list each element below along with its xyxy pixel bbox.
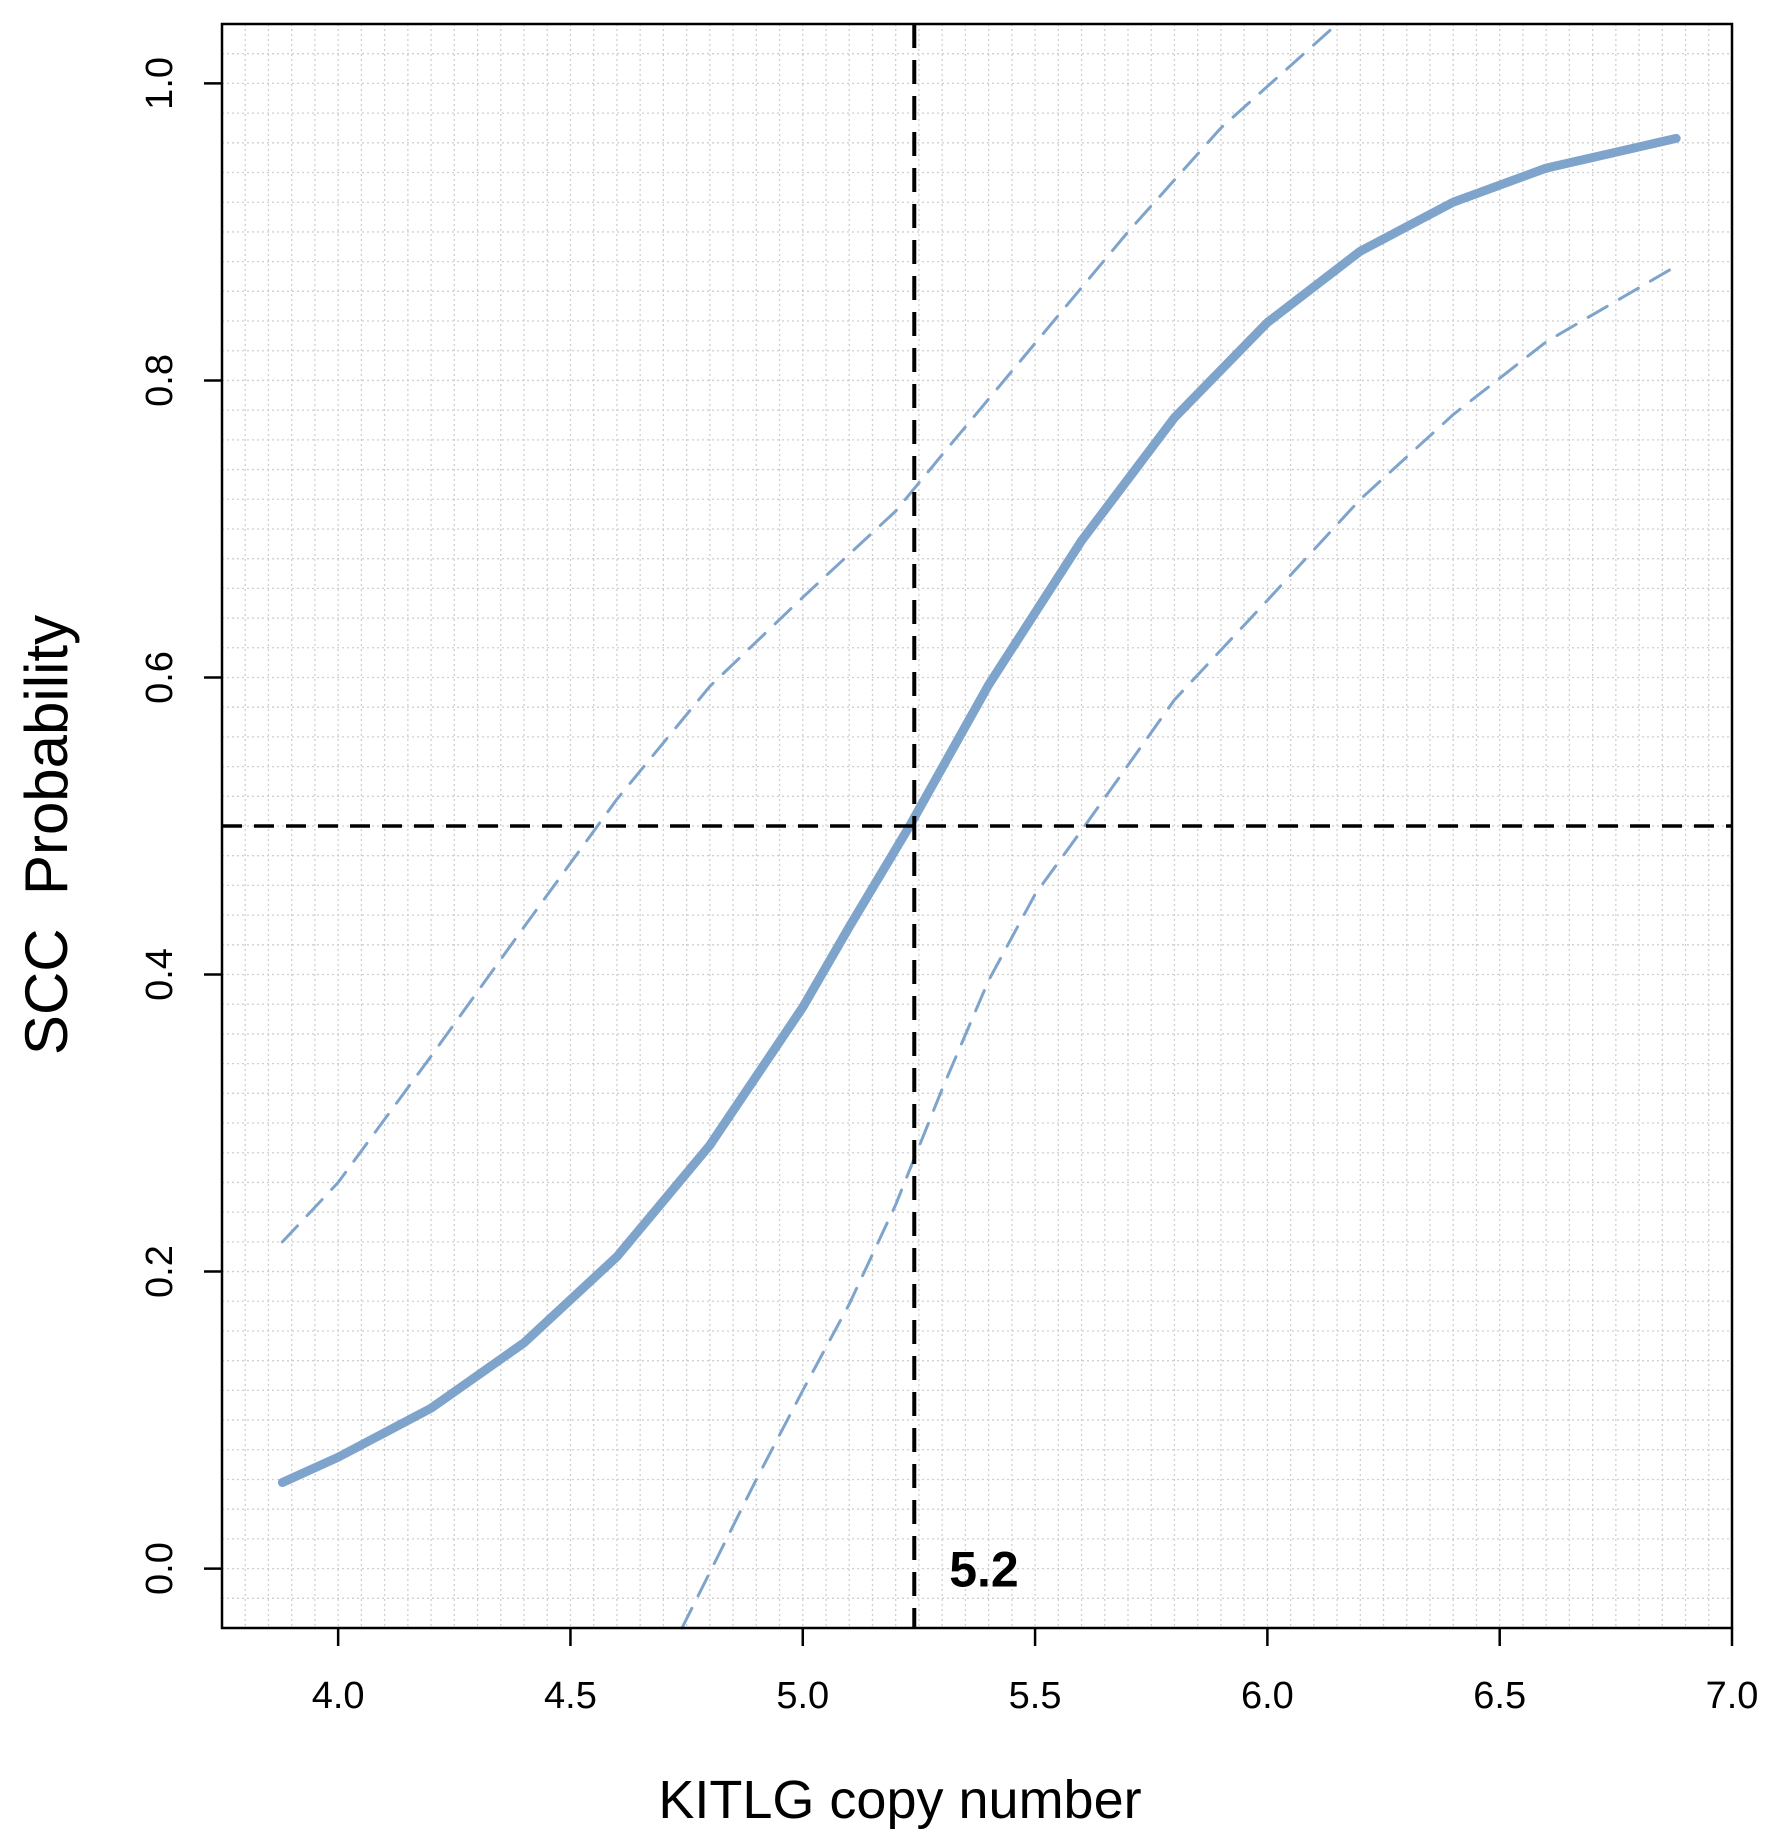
lower-confidence-band-line	[680, 264, 1678, 1630]
x-tick-label: 4.0	[312, 1675, 365, 1717]
x-axis: 4.0 4.5 5.0 5.5 6.0 6.5 7.0	[312, 1628, 1759, 1717]
annotations: 5.2	[949, 1542, 1019, 1598]
y-axis-label: SCC Probability	[13, 615, 80, 1055]
threshold-label: 5.2	[949, 1542, 1019, 1598]
reference-lines	[222, 24, 1732, 1628]
y-tick-label: 0.6	[139, 651, 181, 704]
y-tick-label: 0.8	[139, 354, 181, 407]
y-tick-label: 1.0	[139, 57, 181, 110]
x-tick-label: 5.5	[1009, 1675, 1062, 1717]
y-tick-label: 0.0	[139, 1542, 181, 1595]
fitted-curve-layer	[277, 133, 1681, 1487]
x-tick-label: 7.0	[1706, 1675, 1759, 1717]
y-tick-label: 0.4	[139, 948, 181, 1001]
x-tick-label: 4.5	[544, 1675, 597, 1717]
plot-frame	[220, 22, 1734, 1630]
y-axis: 0.0 0.2 0.4 0.6 0.8 1.0	[139, 57, 222, 1595]
x-tick-label: 6.0	[1241, 1675, 1294, 1717]
x-tick-label: 6.5	[1473, 1675, 1526, 1717]
x-axis-label: KITLG copy number	[658, 1770, 1141, 1830]
y-tick-label: 0.2	[139, 1245, 181, 1298]
upper-confidence-band-line	[280, 22, 1339, 1244]
x-tick-label: 5.0	[776, 1675, 829, 1717]
fitted-probability-line	[277, 133, 1681, 1487]
confidence-bands	[280, 22, 1678, 1630]
